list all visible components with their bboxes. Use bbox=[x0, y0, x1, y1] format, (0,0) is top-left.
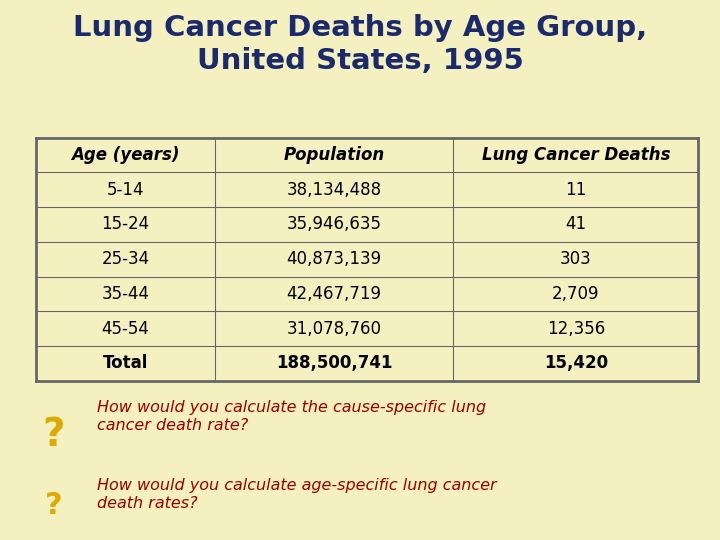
Text: How would you calculate age-specific lung cancer
death rates?: How would you calculate age-specific lun… bbox=[97, 478, 497, 511]
Text: 188,500,741: 188,500,741 bbox=[276, 354, 392, 373]
Text: Lung Cancer Deaths by Age Group,
United States, 1995: Lung Cancer Deaths by Age Group, United … bbox=[73, 14, 647, 75]
Text: 15-24: 15-24 bbox=[102, 215, 150, 233]
Text: 25-34: 25-34 bbox=[102, 250, 150, 268]
Text: 15,420: 15,420 bbox=[544, 354, 608, 373]
Text: ?: ? bbox=[42, 416, 66, 454]
Text: 31,078,760: 31,078,760 bbox=[287, 320, 382, 338]
Text: 35-44: 35-44 bbox=[102, 285, 150, 303]
Text: 38,134,488: 38,134,488 bbox=[287, 181, 382, 199]
Text: 11: 11 bbox=[565, 181, 587, 199]
Text: 5-14: 5-14 bbox=[107, 181, 144, 199]
Text: Population: Population bbox=[284, 146, 384, 164]
Text: 35,946,635: 35,946,635 bbox=[287, 215, 382, 233]
Text: 42,467,719: 42,467,719 bbox=[287, 285, 382, 303]
Text: How would you calculate the cause-specific lung
cancer death rate?: How would you calculate the cause-specif… bbox=[97, 400, 486, 433]
Text: 40,873,139: 40,873,139 bbox=[287, 250, 382, 268]
Text: 41: 41 bbox=[565, 215, 586, 233]
Text: 45-54: 45-54 bbox=[102, 320, 149, 338]
Text: 2,709: 2,709 bbox=[552, 285, 600, 303]
Text: Lung Cancer Deaths: Lung Cancer Deaths bbox=[482, 146, 670, 164]
Text: Total: Total bbox=[103, 354, 148, 373]
Text: Age (years): Age (years) bbox=[71, 146, 180, 164]
Text: 12,356: 12,356 bbox=[546, 320, 605, 338]
Text: ?: ? bbox=[45, 491, 63, 521]
Text: 303: 303 bbox=[560, 250, 592, 268]
